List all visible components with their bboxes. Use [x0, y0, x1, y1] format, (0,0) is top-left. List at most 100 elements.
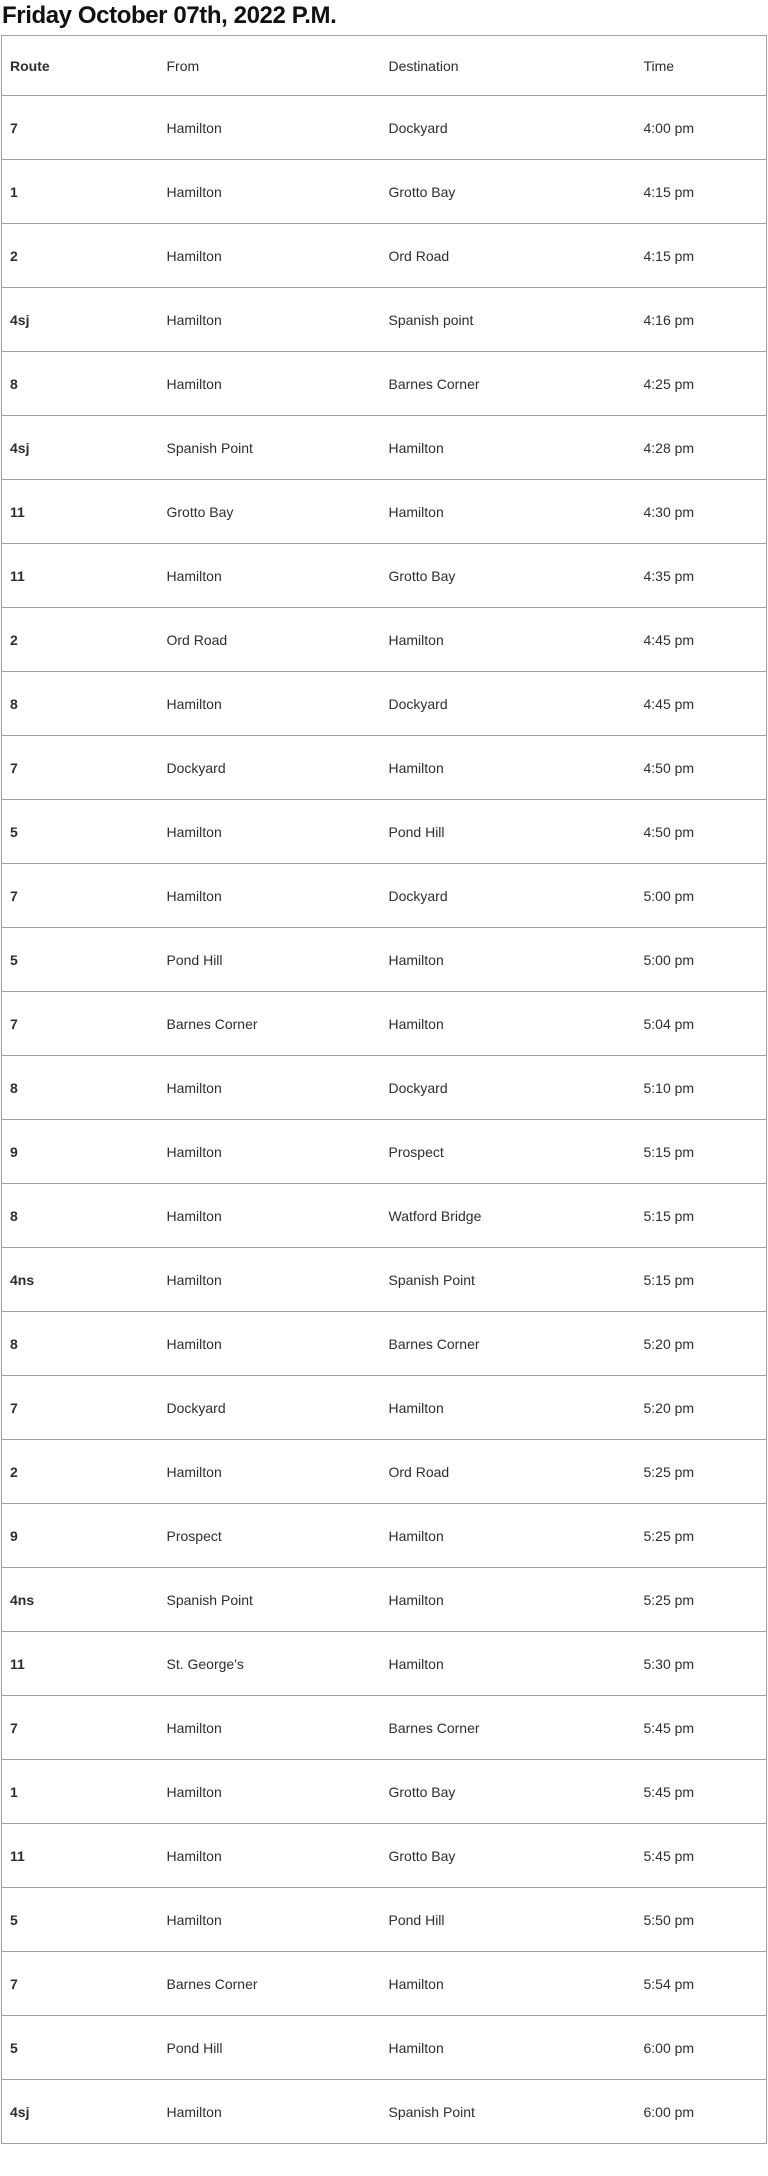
- route-cell: 4sj: [1, 287, 159, 352]
- from-cell: Ord Road: [158, 607, 381, 672]
- destination-cell: Dockyard: [380, 863, 636, 928]
- table-row: 5 Pond Hill Hamilton 5:00 pm: [1, 927, 767, 992]
- route-cell: 11: [1, 1631, 159, 1696]
- table-body: 7 Hamilton Dockyard 4:00 pm 1 Hamilton Grotto …: [1, 95, 767, 2144]
- route-cell: 8: [1, 671, 159, 736]
- destination-cell: Grotto Bay: [380, 543, 636, 608]
- from-cell: Hamilton: [158, 1887, 381, 1952]
- route-cell: 11: [1, 1823, 159, 1888]
- destination-cell: Hamilton: [380, 1951, 636, 2016]
- destination-cell: Hamilton: [380, 927, 636, 992]
- destination-cell: Hamilton: [380, 1631, 636, 1696]
- route-cell: 2: [1, 223, 159, 288]
- route-cell: 2: [1, 1439, 159, 1504]
- from-cell: Hamilton: [158, 543, 381, 608]
- time-cell: 5:04 pm: [635, 991, 767, 1056]
- from-cell: Barnes Corner: [158, 1951, 381, 2016]
- from-cell: Barnes Corner: [158, 991, 381, 1056]
- time-cell: 5:50 pm: [635, 1887, 767, 1952]
- route-cell: 8: [1, 1183, 159, 1248]
- table-row: 8 Hamilton Dockyard 5:10 pm: [1, 1055, 767, 1120]
- time-cell: 5:45 pm: [635, 1823, 767, 1888]
- time-cell: 5:20 pm: [635, 1375, 767, 1440]
- time-cell: 4:45 pm: [635, 607, 767, 672]
- table-row: 9 Prospect Hamilton 5:25 pm: [1, 1503, 767, 1568]
- route-cell: 8: [1, 1055, 159, 1120]
- route-cell: 7: [1, 735, 159, 800]
- route-cell: 1: [1, 159, 159, 224]
- table-row: 5 Hamilton Pond Hill 5:50 pm: [1, 1887, 767, 1952]
- from-cell: Pond Hill: [158, 927, 381, 992]
- table-row: 8 Hamilton Dockyard 4:45 pm: [1, 671, 767, 736]
- destination-cell: Dockyard: [380, 95, 636, 160]
- from-cell: Hamilton: [158, 799, 381, 864]
- table-row: 4sj Hamilton Spanish point 4:16 pm: [1, 287, 767, 352]
- time-cell: 5:10 pm: [635, 1055, 767, 1120]
- time-cell: 4:15 pm: [635, 223, 767, 288]
- from-cell: Hamilton: [158, 1823, 381, 1888]
- from-cell: Grotto Bay: [158, 479, 381, 544]
- table-row: 11 St. George's Hamilton 5:30 pm: [1, 1631, 767, 1696]
- route-cell: 4sj: [1, 415, 159, 480]
- time-cell: 4:45 pm: [635, 671, 767, 736]
- destination-cell: Hamilton: [380, 479, 636, 544]
- route-cell: 4ns: [1, 1567, 159, 1632]
- table-header-row: Route From Destination Time: [1, 35, 767, 96]
- destination-cell: Dockyard: [380, 1055, 636, 1120]
- destination-cell: Pond Hill: [380, 1887, 636, 1952]
- from-cell: Prospect: [158, 1503, 381, 1568]
- destination-cell: Hamilton: [380, 1375, 636, 1440]
- route-cell: 5: [1, 799, 159, 864]
- destination-cell: Hamilton: [380, 2015, 636, 2080]
- from-cell: Hamilton: [158, 671, 381, 736]
- table-row: 8 Hamilton Barnes Corner 4:25 pm: [1, 351, 767, 416]
- route-cell: 5: [1, 1887, 159, 1952]
- route-cell: 11: [1, 479, 159, 544]
- destination-cell: Grotto Bay: [380, 159, 636, 224]
- time-cell: 4:30 pm: [635, 479, 767, 544]
- route-cell: 7: [1, 863, 159, 928]
- table-row: 1 Hamilton Grotto Bay 4:15 pm: [1, 159, 767, 224]
- table-row: 5 Hamilton Pond Hill 4:50 pm: [1, 799, 767, 864]
- from-cell: Hamilton: [158, 1695, 381, 1760]
- destination-cell: Ord Road: [380, 1439, 636, 1504]
- table-row: 9 Hamilton Prospect 5:15 pm: [1, 1119, 767, 1184]
- route-cell: 2: [1, 607, 159, 672]
- route-cell: 5: [1, 2015, 159, 2080]
- route-cell: 7: [1, 1375, 159, 1440]
- destination-cell: Hamilton: [380, 415, 636, 480]
- table-row: 4ns Spanish Point Hamilton 5:25 pm: [1, 1567, 767, 1632]
- from-cell: Hamilton: [158, 351, 381, 416]
- table-row: 11 Hamilton Grotto Bay 4:35 pm: [1, 543, 767, 608]
- time-cell: 5:45 pm: [635, 1759, 767, 1824]
- time-cell: 5:54 pm: [635, 1951, 767, 2016]
- route-cell: 7: [1, 1951, 159, 2016]
- destination-cell: Spanish Point: [380, 2079, 636, 2144]
- destination-cell: Grotto Bay: [380, 1823, 636, 1888]
- time-cell: 4:50 pm: [635, 735, 767, 800]
- time-cell: 5:25 pm: [635, 1503, 767, 1568]
- time-cell: 6:00 pm: [635, 2079, 767, 2144]
- table-row: 5 Pond Hill Hamilton 6:00 pm: [1, 2015, 767, 2080]
- table-row: 7 Hamilton Dockyard 5:00 pm: [1, 863, 767, 928]
- destination-cell: Barnes Corner: [380, 1311, 636, 1376]
- destination-cell: Hamilton: [380, 991, 636, 1056]
- destination-cell: Ord Road: [380, 223, 636, 288]
- time-cell: 5:20 pm: [635, 1311, 767, 1376]
- table-row: 2 Hamilton Ord Road 4:15 pm: [1, 223, 767, 288]
- table-row: 7 Barnes Corner Hamilton 5:54 pm: [1, 1951, 767, 2016]
- route-cell: 1: [1, 1759, 159, 1824]
- table-row: 11 Grotto Bay Hamilton 4:30 pm: [1, 479, 767, 544]
- destination-cell: Hamilton: [380, 735, 636, 800]
- from-cell: Hamilton: [158, 1119, 381, 1184]
- table-row: 7 Hamilton Dockyard 4:00 pm: [1, 95, 767, 160]
- destination-cell: Watford Bridge: [380, 1183, 636, 1248]
- destination-cell: Hamilton: [380, 1503, 636, 1568]
- bus-schedule-table: Route From Destination Time 7 Hamilton Doc…: [1, 35, 767, 2145]
- time-cell: 5:30 pm: [635, 1631, 767, 1696]
- from-cell: Hamilton: [158, 287, 381, 352]
- table-row: 4sj Hamilton Spanish Point 6:00 pm: [1, 2079, 767, 2144]
- route-cell: 7: [1, 991, 159, 1056]
- table-row: 2 Ord Road Hamilton 4:45 pm: [1, 607, 767, 672]
- time-cell: 5:00 pm: [635, 863, 767, 928]
